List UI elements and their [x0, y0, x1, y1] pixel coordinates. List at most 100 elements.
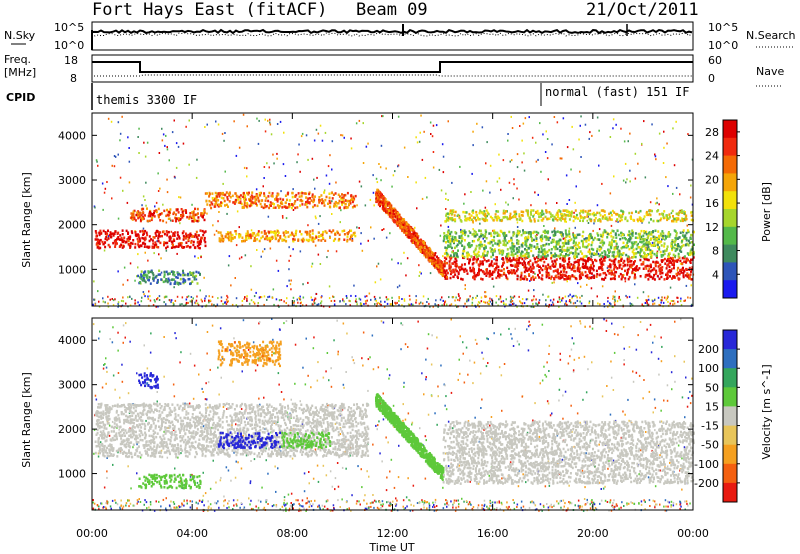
- echo-cell: [628, 275, 631, 279]
- scatter-cell: [117, 217, 120, 220]
- echo-cell: [590, 236, 593, 240]
- scatter-cell: [521, 139, 523, 142]
- echo-cell: [543, 248, 546, 251]
- echo-cell: [422, 246, 425, 250]
- echo-cell: [351, 239, 354, 242]
- echo-cell: [555, 274, 558, 277]
- echo-cell: [453, 214, 456, 217]
- scatter-cell: [524, 117, 527, 120]
- echo-cell: [480, 268, 483, 272]
- echo-cell: [542, 264, 545, 268]
- echo-cell: [503, 241, 506, 245]
- scatter-cell: [579, 285, 582, 288]
- echo-cell: [268, 206, 271, 210]
- echo-cell: [220, 201, 222, 204]
- scatter-cell: [562, 237, 565, 240]
- echo-cell: [350, 235, 353, 238]
- echo-cell: [476, 252, 479, 256]
- echo-cell: [490, 248, 493, 251]
- echo-cell: [198, 241, 201, 245]
- echo-cell: [461, 263, 464, 267]
- echo-cell: [610, 259, 613, 263]
- echo-cell: [188, 217, 191, 220]
- echo-cell: [421, 243, 424, 247]
- echo-cell: [624, 277, 627, 280]
- echo-cell: [566, 234, 569, 237]
- echo-cell: [348, 203, 350, 206]
- scatter-cell: [164, 144, 166, 147]
- scatter-cell: [101, 182, 104, 185]
- echo-cell: [352, 233, 355, 236]
- echo-cell: [653, 278, 656, 281]
- scatter-cell: [235, 154, 238, 157]
- echo-cell: [458, 241, 461, 245]
- echo-cell: [428, 252, 431, 255]
- echo-cell: [130, 230, 133, 233]
- echo-cell: [667, 217, 670, 220]
- scatter-cell: [339, 300, 341, 303]
- echo-cell: [491, 239, 494, 242]
- echo-cell: [528, 232, 530, 236]
- echo-cell: [157, 246, 160, 249]
- echo-cell: [98, 242, 101, 246]
- echo-cell: [490, 263, 493, 267]
- scatter-cell: [197, 304, 200, 307]
- echo-cell: [523, 265, 526, 269]
- scatter-cell: [248, 302, 251, 305]
- echo-cell: [645, 233, 648, 236]
- echo-cell: [275, 231, 277, 234]
- echo-cell: [667, 259, 670, 262]
- echo-cell: [169, 208, 172, 211]
- echo-cell: [563, 255, 566, 258]
- echo-cell: [251, 195, 254, 199]
- scatter-cell: [647, 303, 650, 306]
- echo-cell: [153, 244, 156, 247]
- scatter-cell: [117, 305, 119, 308]
- echo-cell: [555, 242, 558, 246]
- scatter-cell: [397, 164, 400, 167]
- echo-cell: [313, 198, 316, 201]
- scatter-cell: [613, 301, 616, 304]
- echo-cell: [671, 239, 674, 242]
- echo-cell: [582, 257, 585, 260]
- scatter-cell: [675, 120, 677, 123]
- echo-cell: [231, 237, 234, 240]
- scatter-cell: [422, 295, 425, 298]
- echo-cell: [183, 236, 186, 239]
- scatter-cell: [137, 253, 139, 256]
- echo-cell: [454, 268, 457, 271]
- echo-cell: [417, 235, 420, 238]
- scatter-cell: [629, 180, 631, 183]
- echo-cell: [403, 219, 406, 223]
- echo-cell: [323, 204, 326, 207]
- echo-cell: [162, 230, 165, 233]
- echo-cell: [432, 254, 435, 258]
- echo-cell: [624, 236, 626, 240]
- scatter-cell: [485, 295, 488, 298]
- echo-cell: [159, 231, 162, 234]
- scatter-cell: [166, 148, 169, 151]
- echo-cell: [489, 232, 492, 235]
- echo-cell: [581, 265, 584, 269]
- echo-cell: [177, 219, 180, 222]
- echo-cell: [535, 260, 538, 264]
- scatter-cell: [463, 202, 465, 205]
- scatter-cell: [416, 207, 418, 210]
- echo-cell: [144, 214, 146, 217]
- scatter-cell: [122, 283, 124, 286]
- echo-cell: [160, 212, 163, 215]
- echo-cell: [246, 201, 249, 205]
- echo-cell: [618, 264, 621, 267]
- echo-cell: [530, 246, 533, 249]
- echo-cell: [599, 273, 602, 276]
- echo-cell: [401, 225, 403, 229]
- echo-cell: [463, 239, 466, 242]
- echo-cell: [227, 237, 230, 240]
- scatter-cell: [418, 140, 421, 143]
- scatter-cell: [114, 155, 117, 158]
- echo-cell: [599, 233, 602, 237]
- echo-cell: [648, 242, 651, 246]
- echo-cell: [165, 230, 168, 233]
- scatter-cell: [385, 236, 388, 239]
- echo-cell: [647, 234, 650, 238]
